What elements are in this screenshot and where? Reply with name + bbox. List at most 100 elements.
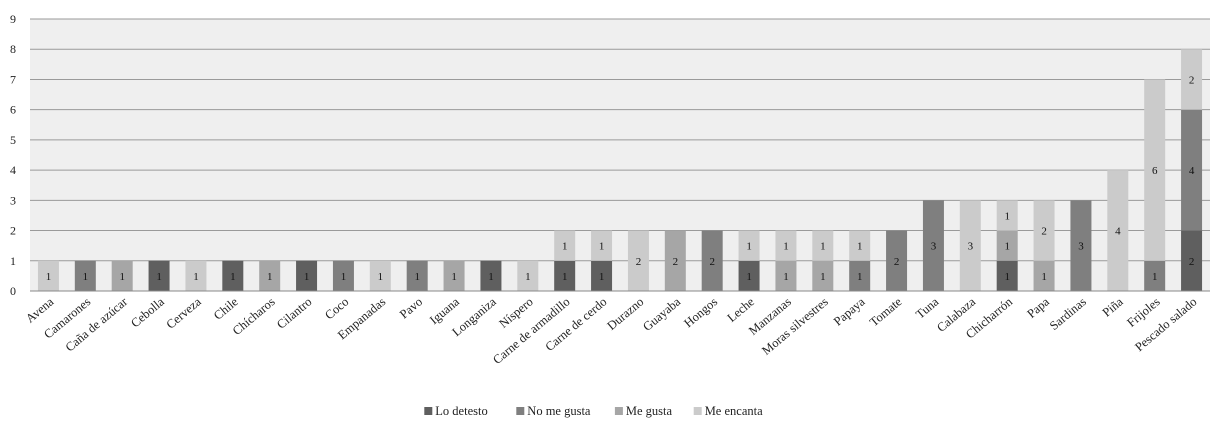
bar-segment: [111, 260, 133, 291]
legend-label: Me encanta: [705, 404, 763, 418]
bar-segment: [37, 260, 59, 291]
bar-segment: [74, 260, 96, 291]
bar-segment: [148, 260, 170, 291]
legend-swatch: [424, 407, 433, 415]
bar-value-label: 1: [1004, 241, 1010, 253]
bar-segment: [591, 230, 613, 261]
bar-segment: [406, 260, 428, 291]
legend-label: Me gusta: [626, 404, 673, 418]
x-category-label: Papa: [1024, 294, 1052, 321]
y-tick-label: 0: [10, 284, 16, 298]
bar-value-label: 1: [857, 271, 863, 283]
bars: 1 1 1 1 1 1 1 1 1 1 1 1 1 1 1 1 1 1 2 2 2 1 1 1 1 1 1 1 1 2 3 3 1 1 1 1 2 3 4 1…: [37, 49, 1203, 291]
bar-value-label: 2: [673, 256, 679, 268]
bar-segment: [1144, 260, 1166, 291]
bar-segment: [1107, 170, 1129, 291]
bar-value-label: 1: [525, 271, 531, 283]
bar-value-label: 1: [820, 241, 826, 253]
bar-segment: [959, 200, 981, 291]
bar-segment: [443, 260, 465, 291]
x-category-label: Durazno: [604, 295, 646, 333]
bar-value-label: 2: [709, 256, 715, 268]
x-category-label: Cilantro: [274, 295, 314, 332]
bar-value-label: 1: [746, 241, 752, 253]
bar-value-label: 1: [599, 241, 605, 253]
x-category-label: Tuna: [913, 294, 942, 321]
bar-segment: [1181, 49, 1203, 110]
bar-segment: [1070, 200, 1092, 291]
y-tick-label: 4: [10, 163, 16, 177]
y-tick-label: 9: [10, 12, 16, 26]
bar-segment: [886, 230, 908, 291]
plot-area-background: [30, 19, 1210, 291]
bar-value-label: 4: [1115, 226, 1121, 238]
bar-value-label: 2: [636, 256, 642, 268]
bar-value-label: 1: [746, 271, 752, 283]
x-category-label: Leche: [725, 294, 758, 325]
bar-segment: [627, 230, 649, 291]
bar-segment: [369, 260, 391, 291]
bar-value-label: 1: [230, 271, 236, 283]
x-category-label: Tomate: [867, 294, 905, 329]
x-category-label: Sardinas: [1047, 294, 1089, 332]
bar-value-label: 1: [414, 271, 420, 283]
grid-lines: [30, 18, 1210, 262]
bar-value-label: 1: [119, 271, 125, 283]
y-tick-label: 6: [10, 103, 16, 117]
bar-segment: [996, 200, 1018, 231]
bar-segment: [259, 260, 281, 291]
bar-segment: [591, 260, 613, 291]
bar-segment: [222, 260, 244, 291]
bar-segment: [738, 260, 760, 291]
bar-value-label: 2: [1189, 74, 1195, 86]
bar-segment: [812, 230, 834, 261]
bar-value-label: 3: [968, 241, 974, 253]
y-tick-label: 1: [10, 254, 16, 268]
bar-value-label: 1: [378, 271, 384, 283]
bar-segment: [1033, 260, 1055, 291]
bar-segment: [1033, 200, 1055, 261]
bar-value-label: 1: [1004, 210, 1010, 222]
bar-segment: [849, 260, 871, 291]
y-tick-label: 5: [10, 133, 16, 147]
bar-value-label: 1: [451, 271, 457, 283]
y-tick-label: 2: [10, 224, 16, 238]
bar-segment: [1181, 109, 1203, 231]
bar-segment: [775, 260, 797, 291]
bar-segment: [185, 260, 207, 291]
bar-value-label: 1: [562, 271, 568, 283]
bar-value-label: 1: [1041, 271, 1047, 283]
bar-value-label: 1: [857, 241, 863, 253]
bar-segment: [664, 230, 686, 291]
x-category-label: Chile: [211, 294, 241, 322]
legend-swatch: [516, 407, 525, 415]
bar-segment: [517, 260, 539, 291]
bar-value-label: 1: [267, 271, 273, 283]
legend: Lo detesto No me gusta Me gusta Me encanta: [424, 404, 763, 418]
x-category-label: Moras silvestres: [759, 294, 831, 357]
bar-value-label: 1: [783, 271, 789, 283]
bar-value-label: 3: [931, 241, 937, 253]
x-category-label: Hongos: [681, 294, 720, 330]
bar-segment: [775, 230, 797, 261]
bar-value-label: 1: [304, 271, 310, 283]
bar-value-label: 1: [488, 271, 494, 283]
bar-segment: [332, 260, 354, 291]
y-axis-ticks: 0 1 2 3 4 5 6 7 8 9: [10, 12, 16, 298]
bar-value-label: 1: [46, 271, 52, 283]
bar-value-label: 3: [1078, 241, 1084, 253]
x-category-label: Papaya: [831, 294, 868, 328]
bar-value-label: 1: [599, 271, 605, 283]
bar-value-label: 6: [1152, 165, 1158, 177]
bar-value-label: 1: [1152, 271, 1158, 283]
bar-segment: [554, 230, 576, 261]
bar-segment: [296, 260, 318, 291]
bar-value-label: 4: [1189, 165, 1195, 177]
bar-segment: [480, 260, 502, 291]
x-category-label: Pavo: [397, 295, 425, 322]
bar-segment: [554, 260, 576, 291]
bar-segment: [701, 230, 723, 291]
